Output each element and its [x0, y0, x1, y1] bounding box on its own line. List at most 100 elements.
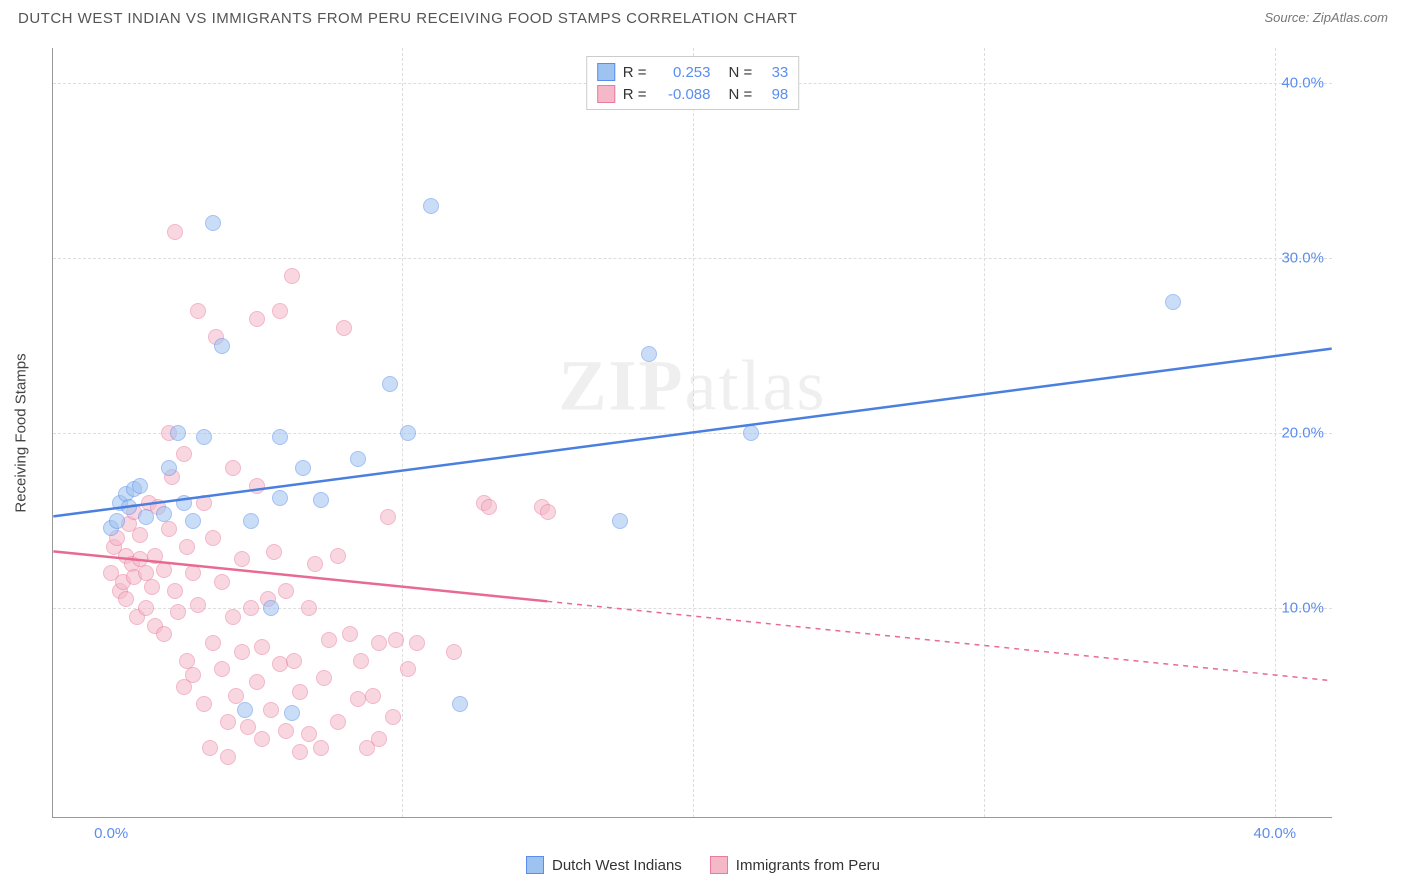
scatter-point — [179, 539, 195, 555]
stat-n-value: 33 — [760, 64, 788, 81]
scatter-point — [196, 696, 212, 712]
scatter-point — [452, 696, 468, 712]
scatter-point — [118, 591, 134, 607]
scatter-point — [481, 499, 497, 515]
scatter-point — [237, 702, 253, 718]
scatter-point — [353, 653, 369, 669]
scatter-point — [266, 544, 282, 560]
scatter-point — [249, 311, 265, 327]
scatter-point — [249, 478, 265, 494]
scatter-point — [382, 376, 398, 392]
scatter-point — [371, 731, 387, 747]
scatter-point — [214, 338, 230, 354]
legend-label: Immigrants from Peru — [736, 857, 880, 874]
scatter-point — [109, 513, 125, 529]
scatter-point — [316, 670, 332, 686]
scatter-point — [263, 702, 279, 718]
scatter-point — [243, 513, 259, 529]
scatter-point — [176, 446, 192, 462]
scatter-point — [365, 688, 381, 704]
scatter-point — [284, 268, 300, 284]
scatter-point — [196, 429, 212, 445]
y-tick-label: 40.0% — [1281, 75, 1324, 92]
scatter-point — [225, 609, 241, 625]
scatter-point — [185, 667, 201, 683]
y-tick-label: 30.0% — [1281, 250, 1324, 267]
scatter-point — [330, 548, 346, 564]
legend-swatch — [710, 856, 728, 874]
scatter-point — [156, 506, 172, 522]
scatter-point — [350, 451, 366, 467]
stat-r-label: R = — [623, 86, 647, 103]
stat-row: R =0.253N =33 — [597, 61, 789, 83]
gridline-v — [984, 48, 985, 817]
legend-swatch — [597, 63, 615, 81]
scatter-point — [301, 600, 317, 616]
scatter-point — [240, 719, 256, 735]
scatter-point — [1165, 294, 1181, 310]
scatter-point — [272, 429, 288, 445]
scatter-point — [446, 644, 462, 660]
scatter-point — [272, 490, 288, 506]
stat-n-label: N = — [729, 64, 753, 81]
scatter-point — [220, 714, 236, 730]
stat-n-value: 98 — [760, 86, 788, 103]
scatter-point — [156, 626, 172, 642]
scatter-point — [278, 583, 294, 599]
y-axis-title: Receiving Food Stamps — [13, 353, 30, 512]
scatter-point — [423, 198, 439, 214]
scatter-point — [176, 495, 192, 511]
stat-n-label: N = — [729, 86, 753, 103]
scatter-point — [307, 556, 323, 572]
scatter-point — [295, 460, 311, 476]
scatter-point — [249, 674, 265, 690]
scatter-point — [313, 492, 329, 508]
scatter-point — [286, 653, 302, 669]
scatter-point — [214, 661, 230, 677]
scatter-point — [144, 579, 160, 595]
stat-box: R =0.253N =33R =-0.088N =98 — [586, 56, 800, 110]
scatter-point — [225, 460, 241, 476]
legend-item: Immigrants from Peru — [710, 856, 880, 874]
title-bar: DUTCH WEST INDIAN VS IMMIGRANTS FROM PER… — [0, 0, 1406, 33]
scatter-point — [202, 740, 218, 756]
scatter-point — [167, 583, 183, 599]
scatter-point — [743, 425, 759, 441]
scatter-point — [612, 513, 628, 529]
scatter-point — [540, 504, 556, 520]
scatter-point — [196, 495, 212, 511]
scatter-point — [161, 460, 177, 476]
scatter-point — [138, 509, 154, 525]
scatter-point — [243, 600, 259, 616]
scatter-point — [190, 303, 206, 319]
scatter-point — [190, 597, 206, 613]
scatter-point — [254, 639, 270, 655]
scatter-point — [409, 635, 425, 651]
scatter-point — [234, 644, 250, 660]
legend-swatch — [526, 856, 544, 874]
scatter-point — [185, 565, 201, 581]
scatter-point — [167, 224, 183, 240]
scatter-point — [272, 656, 288, 672]
scatter-point — [214, 574, 230, 590]
stat-r-label: R = — [623, 64, 647, 81]
bottom-legend: Dutch West IndiansImmigrants from Peru — [526, 856, 880, 874]
scatter-point — [336, 320, 352, 336]
stat-row: R =-0.088N =98 — [597, 83, 789, 105]
scatter-point — [220, 749, 236, 765]
scatter-point — [272, 303, 288, 319]
source-label: Source: ZipAtlas.com — [1264, 10, 1388, 25]
scatter-point — [185, 513, 201, 529]
trend-line-dashed — [547, 601, 1331, 680]
scatter-point — [205, 215, 221, 231]
scatter-point — [132, 478, 148, 494]
scatter-point — [313, 740, 329, 756]
scatter-point — [254, 731, 270, 747]
scatter-point — [278, 723, 294, 739]
scatter-point — [371, 635, 387, 651]
scatter-point — [301, 726, 317, 742]
scatter-point — [321, 632, 337, 648]
plot-area: Receiving Food Stamps 10.0%20.0%30.0%40.… — [52, 48, 1332, 818]
scatter-point — [380, 509, 396, 525]
scatter-point — [350, 691, 366, 707]
